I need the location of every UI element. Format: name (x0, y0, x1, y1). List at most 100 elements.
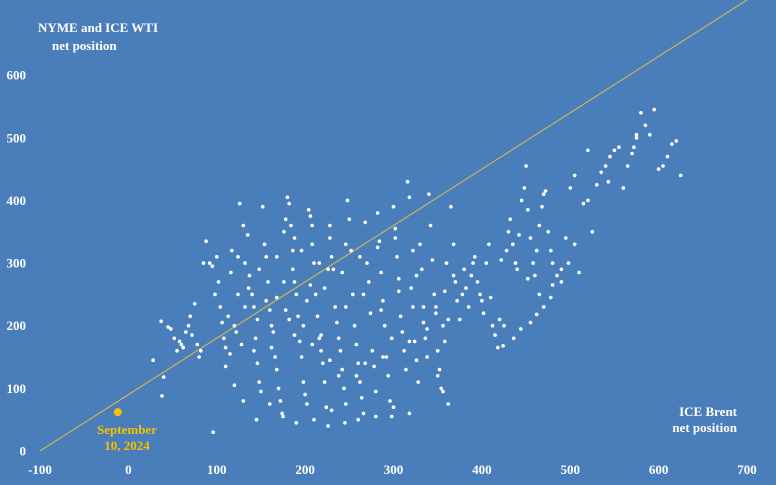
x-tick-label: 100 (207, 462, 227, 477)
data-point (301, 380, 306, 384)
data-point (388, 399, 392, 403)
data-point (634, 132, 639, 137)
data-point (564, 236, 568, 240)
data-point (420, 267, 424, 272)
data-point (283, 308, 288, 312)
data-point (216, 280, 221, 284)
data-point (257, 267, 262, 272)
data-point (354, 374, 359, 378)
data-point (393, 226, 398, 231)
data-point (397, 276, 401, 281)
data-point (255, 361, 260, 366)
data-point (322, 380, 327, 384)
data-point (186, 323, 191, 328)
data-point (356, 361, 361, 366)
data-point (239, 342, 244, 347)
data-point (559, 280, 564, 284)
data-point (236, 292, 240, 297)
data-point (237, 201, 242, 206)
data-point (603, 164, 608, 168)
data-point (289, 223, 293, 228)
data-point (358, 380, 362, 384)
data-point (475, 280, 480, 284)
data-point (678, 173, 683, 178)
data-point (508, 217, 512, 221)
data-point (336, 336, 341, 341)
data-point (506, 230, 511, 234)
data-point (435, 349, 440, 353)
data-point (586, 198, 590, 203)
data-point (391, 405, 396, 410)
data-point (169, 327, 173, 331)
data-point (285, 195, 290, 200)
data-point (308, 283, 313, 287)
data-point (427, 192, 431, 196)
data-point (643, 123, 648, 128)
data-point (294, 421, 299, 425)
data-point (234, 330, 238, 334)
data-point (513, 261, 518, 265)
data-point (181, 345, 185, 350)
y-tick-label: 200 (7, 318, 27, 333)
data-point (197, 355, 201, 359)
data-point (159, 319, 163, 324)
data-point (414, 273, 419, 278)
data-point (617, 145, 621, 149)
y-tick-label: 400 (7, 193, 27, 208)
data-point (365, 261, 369, 265)
data-point (343, 421, 347, 425)
data-point (179, 342, 184, 347)
data-point (462, 267, 467, 272)
data-point (446, 317, 451, 322)
data-point (480, 298, 484, 303)
data-point (502, 323, 506, 328)
y-tick-label: 600 (7, 68, 27, 83)
data-point (661, 164, 665, 168)
data-point (606, 179, 611, 184)
data-point (269, 323, 274, 328)
data-point (499, 258, 504, 262)
data-point (319, 333, 323, 337)
data-point (230, 248, 234, 253)
data-point (418, 242, 422, 247)
data-point (211, 430, 215, 435)
x-tick-label: 300 (384, 462, 404, 477)
data-point (329, 408, 334, 413)
data-point (262, 242, 267, 247)
data-point (374, 389, 378, 394)
data-point (533, 273, 537, 278)
data-point (372, 364, 376, 369)
data-point (526, 276, 530, 281)
data-point (252, 349, 256, 353)
data-point (381, 355, 385, 359)
data-point (443, 289, 447, 294)
data-point (363, 361, 368, 366)
data-point (358, 254, 362, 259)
data-point (340, 270, 345, 275)
data-point (446, 402, 451, 406)
data-point (287, 201, 292, 206)
data-point (621, 186, 626, 190)
data-point (397, 289, 401, 294)
data-point (245, 233, 250, 237)
data-point (351, 292, 355, 297)
data-point (404, 367, 408, 372)
data-point (223, 364, 228, 369)
data-point (549, 295, 553, 300)
data-point (466, 305, 471, 309)
data-point (501, 344, 505, 348)
data-point (497, 317, 502, 322)
data-point (268, 402, 272, 406)
data-point (449, 204, 453, 209)
data-point (275, 295, 279, 300)
data-point (241, 223, 246, 228)
data-point (451, 242, 456, 247)
data-point (599, 170, 603, 175)
data-point (586, 148, 590, 153)
data-point (487, 242, 491, 247)
highlight-label-line-2: 10, 2024 (104, 438, 150, 453)
data-point (344, 402, 348, 406)
data-point (407, 339, 412, 344)
data-point (484, 261, 489, 265)
data-point (674, 139, 679, 143)
